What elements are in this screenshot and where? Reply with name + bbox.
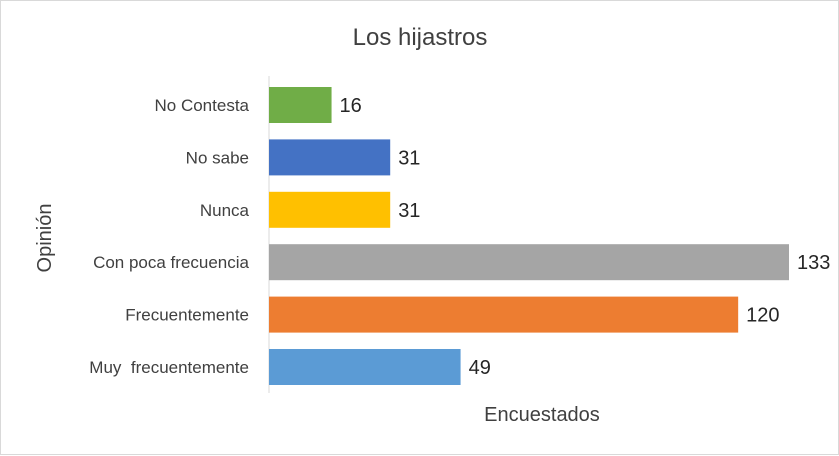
bar-4 — [269, 244, 789, 281]
category-label: Con poca frecuencia — [93, 253, 249, 272]
bars-group: No Contesta 16 No sabe 31 Nunca 31 Con poca fr… — [89, 87, 830, 385]
category-label: No Contesta — [155, 96, 250, 115]
value-label: 31 — [398, 200, 420, 222]
bar-5 — [269, 296, 739, 333]
value-label: 133 — [797, 252, 830, 274]
value-label: 31 — [398, 147, 420, 169]
category-label: Muy frecuentemente — [89, 358, 249, 377]
category-label: Nunca — [200, 201, 250, 220]
bar-6 — [269, 349, 461, 385]
bar-3 — [269, 191, 391, 228]
bar-1 — [269, 87, 332, 123]
category-label: Frecuentemente — [125, 306, 249, 325]
value-label: 120 — [746, 305, 779, 327]
category-label: No sabe — [186, 148, 249, 167]
y-axis-title: Opinión — [34, 204, 56, 273]
x-axis-title: Encuestados — [484, 404, 600, 426]
value-label: 49 — [469, 357, 491, 379]
chart-title: Los hijastros — [353, 24, 488, 51]
bar-2 — [269, 139, 391, 176]
value-label: 16 — [340, 95, 362, 117]
